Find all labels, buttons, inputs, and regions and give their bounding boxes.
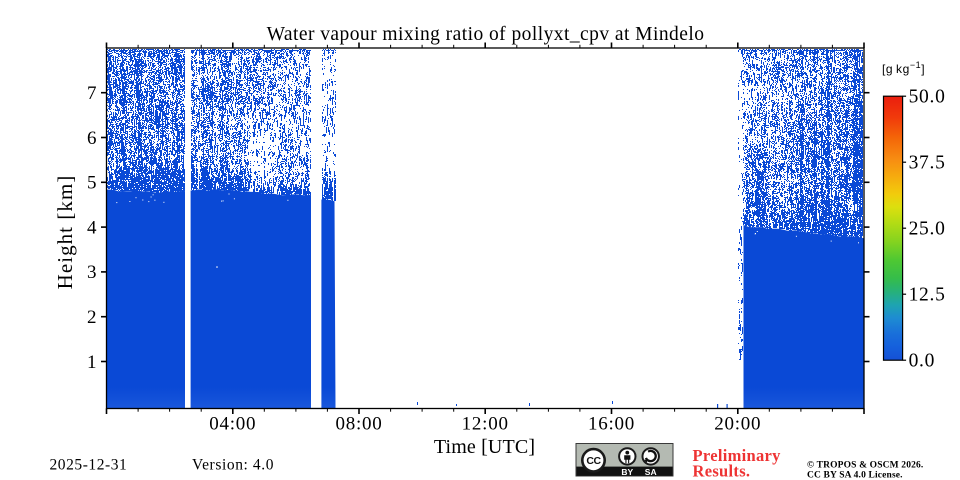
svg-text:Water vapour mixing ratio of p: Water vapour mixing ratio of pollyxt_cpv…: [267, 24, 705, 45]
svg-text:CC: CC: [586, 455, 601, 467]
svg-text:0.0: 0.0: [909, 351, 935, 372]
svg-text:Height [km]: Height [km]: [53, 175, 77, 290]
svg-text:BY: BY: [621, 467, 633, 477]
svg-text:12.5: 12.5: [909, 285, 946, 306]
svg-text:08:00: 08:00: [335, 414, 382, 435]
svg-text:37.5: 37.5: [909, 153, 946, 174]
svg-text:1: 1: [87, 352, 97, 373]
svg-text:CC BY SA 4.0 License.: CC BY SA 4.0 License.: [807, 471, 903, 480]
svg-text:20:00: 20:00: [714, 414, 761, 435]
svg-text:Preliminary: Preliminary: [693, 446, 782, 465]
svg-text:2025-12-31: 2025-12-31: [50, 456, 128, 473]
svg-text:12:00: 12:00: [462, 414, 509, 435]
svg-text:[g kg−1]: [g kg−1]: [882, 60, 925, 76]
svg-text:Version: 4.0: Version: 4.0: [192, 456, 274, 473]
svg-text:3: 3: [87, 262, 97, 283]
svg-text:04:00: 04:00: [209, 414, 256, 435]
svg-text:16:00: 16:00: [588, 414, 635, 435]
svg-text:© TROPOS & OSCM 2026.: © TROPOS & OSCM 2026.: [807, 460, 923, 471]
svg-text:SA: SA: [645, 467, 657, 477]
svg-text:7: 7: [87, 83, 97, 104]
svg-text:50.0: 50.0: [909, 87, 946, 108]
svg-text:2: 2: [87, 307, 97, 328]
svg-text:Time [UTC]: Time [UTC]: [434, 436, 535, 458]
svg-text:4: 4: [87, 217, 97, 238]
svg-text:25.0: 25.0: [909, 219, 946, 240]
svg-text:5: 5: [87, 173, 97, 194]
svg-text:6: 6: [87, 128, 97, 149]
svg-text:Results.: Results.: [693, 462, 751, 480]
